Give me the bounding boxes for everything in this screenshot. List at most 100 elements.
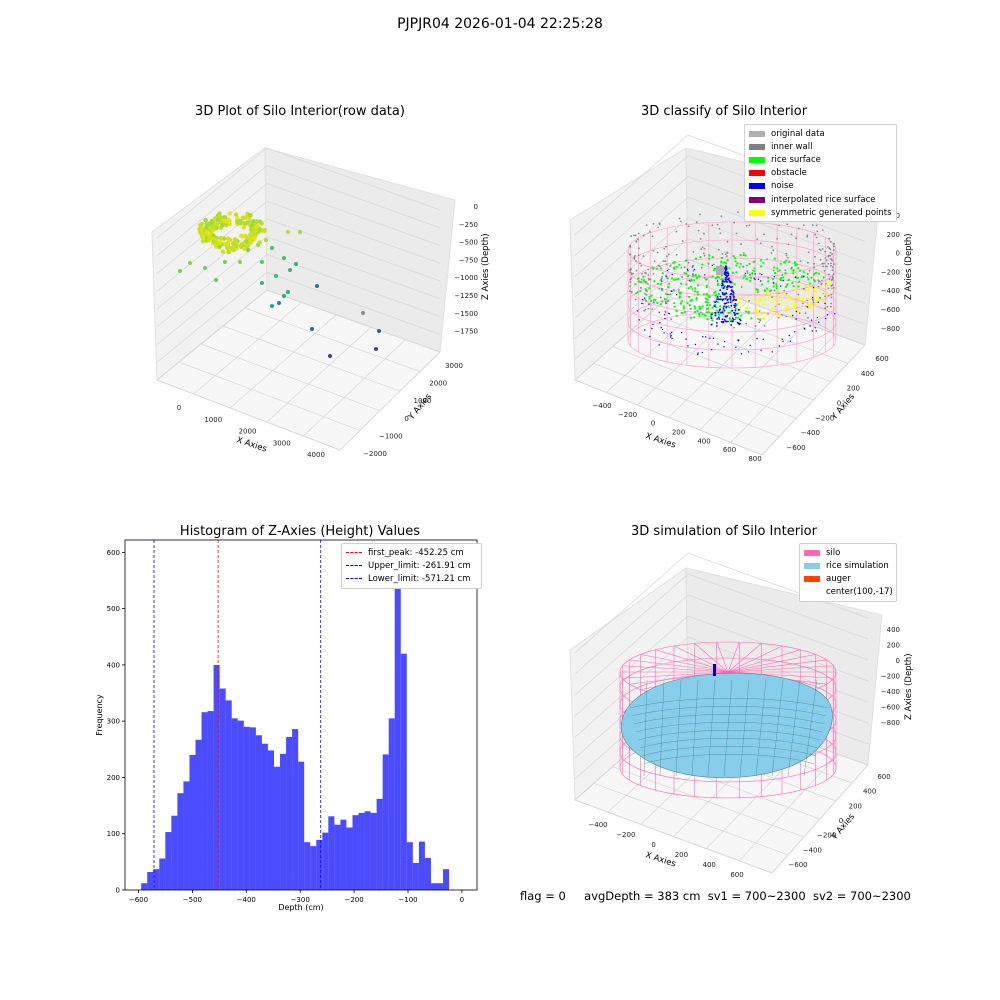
histogram-bar — [153, 869, 160, 890]
surface-point — [685, 283, 688, 286]
noise-point — [739, 318, 741, 321]
noise-point — [716, 298, 718, 300]
surface-point — [775, 283, 778, 286]
noise-point — [782, 279, 784, 282]
surface-point — [720, 278, 723, 281]
surface-point — [759, 259, 762, 262]
histogram-ytick: 400 — [107, 661, 120, 669]
wall-point — [668, 253, 670, 256]
wall-point — [685, 223, 688, 225]
raw-point — [270, 246, 274, 250]
histogram-xtick: −500 — [183, 896, 202, 904]
panel2-ytick: −400 — [801, 429, 820, 437]
surface-point — [723, 261, 726, 264]
surface-point — [706, 318, 709, 321]
noise-point — [738, 323, 741, 326]
surface-point — [684, 310, 687, 314]
wall-point — [833, 249, 835, 252]
histogram-ytick: 200 — [107, 774, 120, 782]
histogram-ytick: 100 — [107, 830, 120, 838]
wall-point — [713, 300, 715, 303]
panel2-xtick: 200 — [672, 429, 685, 437]
noise-point — [824, 302, 826, 305]
surface-point — [785, 300, 788, 303]
surface-point — [793, 307, 796, 310]
surface-point — [682, 305, 685, 308]
panel1-ztick: −1250 — [454, 292, 478, 300]
noise-point — [687, 345, 689, 347]
histogram-xlabel: Depth (cm) — [278, 903, 323, 912]
noise-point — [638, 319, 641, 321]
wall-point — [828, 273, 830, 276]
noise-point — [693, 268, 695, 271]
surface-point — [762, 261, 765, 264]
legend-entry: silo — [804, 546, 892, 559]
wall-point — [829, 240, 832, 243]
panel1-xtick: 1000 — [204, 416, 222, 424]
surface-point — [776, 267, 779, 270]
raw-point — [218, 235, 223, 241]
surface-point — [669, 293, 672, 296]
histogram-bar — [406, 842, 413, 890]
surface-point — [675, 278, 678, 281]
noise-point — [734, 302, 737, 305]
noise-point — [812, 286, 815, 289]
surface-point — [770, 310, 773, 313]
noise-point — [747, 351, 750, 353]
panel1-3d-scatter: 0 1000 2000 3000 4000 3000 2000 1000 0 −1000 −2000… — [151, 147, 491, 459]
noise-point — [641, 302, 643, 305]
surface-point — [787, 294, 790, 297]
noise-point — [732, 292, 735, 294]
wall-point — [828, 247, 831, 250]
noise-point — [667, 293, 669, 296]
histogram-bar — [207, 711, 214, 890]
surface-point — [688, 295, 691, 299]
panel1-ztick: −500 — [459, 239, 478, 247]
noise-point — [762, 338, 764, 340]
noise-point — [721, 311, 724, 314]
surface-point — [678, 295, 681, 298]
noise-point — [724, 315, 727, 318]
panel1-ztick: −1500 — [454, 310, 478, 318]
panel4-xtick: 600 — [730, 871, 743, 879]
surface-point — [698, 275, 701, 278]
surface-point — [701, 313, 704, 316]
surface-point — [693, 305, 696, 308]
noise-point — [651, 327, 653, 330]
panel2-ytick: 600 — [875, 355, 888, 363]
wall-point — [681, 240, 684, 242]
noise-point — [723, 309, 726, 312]
surface-point — [790, 267, 793, 270]
surface-point — [783, 261, 786, 264]
noise-point — [723, 280, 725, 283]
noise-point — [701, 351, 703, 354]
surface-point — [726, 259, 729, 262]
surface-point — [753, 267, 756, 270]
wall-point — [783, 289, 785, 292]
surface-point — [773, 257, 776, 260]
surface-point — [696, 293, 700, 296]
surface-point — [737, 312, 740, 315]
panel2-xtick: 600 — [723, 446, 736, 454]
raw-point — [298, 230, 302, 234]
surface-point — [699, 256, 702, 259]
surface-point — [814, 280, 817, 283]
surface-point — [826, 284, 829, 287]
wall-point — [653, 260, 656, 262]
surface-point — [739, 254, 742, 257]
surface-point — [787, 305, 790, 308]
wall-point — [818, 280, 821, 282]
surface-point — [698, 305, 701, 308]
panel1-xtick: 4000 — [307, 451, 325, 459]
wall-point — [833, 263, 835, 266]
surface-point — [771, 307, 774, 310]
histogram-xtick: −400 — [237, 896, 256, 904]
noise-point — [668, 312, 670, 315]
noise-point — [754, 273, 756, 275]
surface-point — [699, 307, 703, 310]
wall-point — [702, 252, 705, 255]
noise-point — [636, 310, 639, 312]
sv1-text: sv1 = 700~2300 — [707, 889, 806, 903]
noise-point — [732, 299, 735, 301]
noise-point — [757, 278, 760, 280]
